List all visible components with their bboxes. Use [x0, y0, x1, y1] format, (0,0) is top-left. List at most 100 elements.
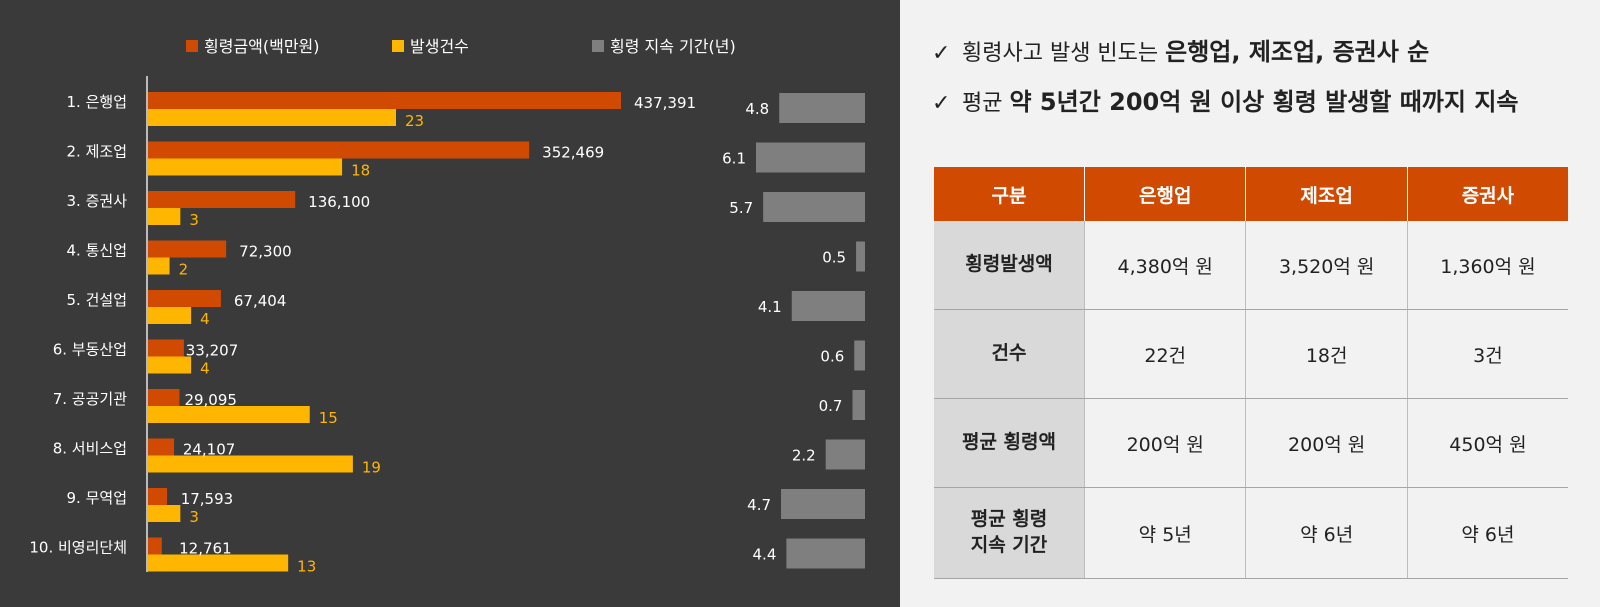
table-cell: 약 5년	[1084, 487, 1247, 579]
duration-bar	[756, 142, 865, 173]
count-label: 13	[297, 558, 316, 576]
table-cell: 4,380억 원	[1084, 221, 1247, 310]
bullet-emphasis: 약 5년간 200억 원 이상 횡령 발생할 때까지 지속	[1009, 88, 1519, 116]
count-bar	[148, 406, 310, 423]
table-cell: 200억 원	[1245, 398, 1408, 488]
duration-label: 0.7	[819, 397, 843, 415]
duration-bar	[852, 390, 865, 420]
amount-bar	[148, 438, 175, 456]
category-label: 3. 증권사	[67, 192, 128, 210]
category-label: 8. 서비스업	[53, 440, 127, 458]
amount-bar	[148, 240, 227, 258]
row-label-line: 지속 기간	[970, 534, 1048, 556]
amount-label: 72,300	[239, 243, 291, 261]
count-label: 23	[405, 112, 424, 130]
duration-label: 4.1	[758, 298, 782, 316]
duration-label: 6.1	[722, 150, 746, 168]
chart-panel: 횡령금액(백만원) 발생건수 횡령 지속 기간(년) 1. 은행업 437,391 23 4…	[0, 0, 900, 607]
header-manufacturing: 제조업	[1245, 167, 1408, 221]
embezzlement-chart: 횡령금액(백만원) 발생건수 횡령 지속 기간(년)1. 은행업 437,391234…	[29, 37, 865, 576]
duration-label: 2.2	[792, 447, 816, 465]
bullet-emphasis: 은행업, 제조업, 증권사 순	[1165, 38, 1430, 66]
duration-label: 0.5	[822, 249, 846, 267]
row-label-line: 평균 횡령	[970, 508, 1048, 531]
amount-bar	[148, 537, 162, 555]
category-label: 6. 부동산업	[53, 341, 127, 359]
summary-panel: ✓ 횡령사고 발생 빈도는 은행업, 제조업, 증권사 순 ✓ 평균 약 5년간 2…	[900, 0, 1600, 607]
duration-label: 4.7	[747, 496, 771, 514]
amount-label: 437,391	[634, 94, 696, 112]
count-label: 19	[362, 459, 381, 477]
amount-label: 352,469	[542, 144, 604, 162]
duration-bar	[781, 489, 865, 519]
table-cell: 3,520억 원	[1245, 221, 1408, 310]
duration-label: 0.6	[820, 348, 844, 366]
check-icon: ✓	[932, 41, 951, 66]
legend-swatch	[186, 40, 198, 52]
summary-table: 구분 은행업 제조업 증권사 횡령발생액 4,380억 원 3,520억 원 1…	[934, 167, 1568, 579]
table-cell: 약 6년	[1407, 487, 1568, 579]
duration-bar	[763, 192, 865, 222]
legend-swatch	[392, 40, 404, 52]
amount-label: 17,593	[181, 490, 234, 508]
count-bar	[148, 257, 170, 275]
legend-swatch	[592, 40, 604, 52]
category-label: 5. 건설업	[67, 291, 127, 309]
category-label: 10. 비영리단체	[29, 539, 127, 557]
count-label: 4	[200, 310, 210, 328]
table-cell: 3건	[1407, 309, 1568, 399]
category-label: 7. 공공기관	[53, 390, 127, 408]
amount-bar	[148, 389, 180, 406]
table-header-row: 구분 은행업 제조업 증권사	[934, 167, 1568, 221]
category-label: 9. 무역업	[67, 489, 127, 507]
count-label: 3	[189, 211, 199, 229]
duration-bar	[779, 93, 865, 123]
count-label: 4	[200, 360, 210, 378]
bullet-duration: ✓ 평균 약 5년간 200억 원 이상 횡령 발생할 때까지 지속	[932, 82, 1518, 117]
duration-bar	[791, 291, 865, 321]
duration-bar	[856, 241, 865, 272]
amount-bar	[148, 339, 184, 357]
legend-label: 발생건수	[410, 37, 469, 56]
header-category: 구분	[934, 167, 1085, 221]
count-bar	[148, 109, 396, 126]
duration-label: 4.4	[753, 546, 777, 564]
table-cell: 18건	[1245, 309, 1408, 399]
table-cell: 450억 원	[1407, 398, 1568, 488]
bullet-frequency: ✓ 횡령사고 발생 빈도는 은행업, 제조업, 증권사 순	[932, 32, 1429, 67]
amount-label: 67,404	[234, 292, 287, 310]
count-bar	[148, 554, 289, 572]
duration-bar	[786, 538, 865, 569]
amount-bar	[148, 191, 296, 208]
count-bar	[148, 455, 353, 473]
header-banking: 은행업	[1084, 167, 1247, 221]
duration-label: 5.7	[729, 199, 753, 217]
table-cell: 200억 원	[1084, 398, 1247, 488]
category-label: 4. 통신업	[67, 242, 127, 260]
amount-label: 29,095	[184, 391, 237, 409]
check-icon: ✓	[932, 91, 951, 116]
amount-bar	[148, 141, 530, 159]
category-label: 2. 제조업	[67, 143, 127, 161]
table-row: 횡령발생액 4,380억 원 3,520억 원 1,360억 원	[934, 221, 1568, 310]
table-cell: 1,360억 원	[1407, 221, 1568, 310]
duration-bar	[825, 439, 865, 470]
count-bar	[148, 208, 181, 225]
bullet-text: 평균	[962, 91, 1010, 116]
duration-label: 4.8	[745, 100, 769, 118]
amount-label: 12,761	[179, 540, 232, 558]
row-label: 평균 횡령액	[934, 398, 1085, 488]
header-securities: 증권사	[1407, 167, 1568, 221]
count-label: 2	[179, 261, 189, 279]
amount-bar	[148, 290, 221, 307]
legend-label: 횡령금액(백만원)	[204, 37, 320, 56]
table-row: 건수 22건 18건 3건	[934, 309, 1568, 399]
table-cell: 약 6년	[1245, 487, 1408, 579]
amount-label: 24,107	[183, 441, 236, 459]
count-label: 3	[189, 508, 199, 526]
table-row: 평균 횡령액 200억 원 200억 원 450억 원	[934, 398, 1568, 488]
amount-label: 136,100	[308, 193, 370, 211]
